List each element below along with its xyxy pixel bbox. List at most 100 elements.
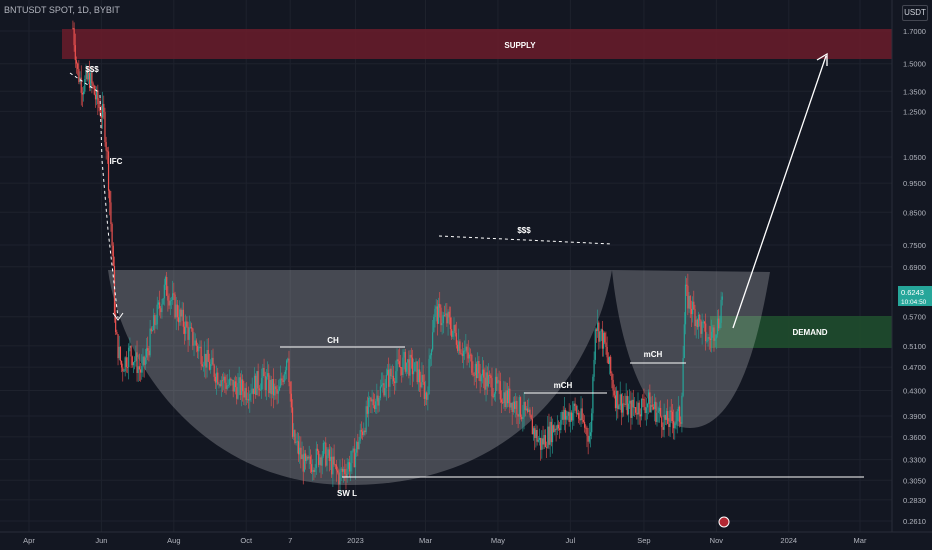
candle-down — [664, 415, 666, 420]
candle-up — [695, 319, 697, 327]
candle-down — [623, 403, 625, 405]
candle-up — [676, 411, 678, 422]
candle-up — [477, 360, 479, 379]
candle-down — [160, 308, 162, 313]
candle-up — [566, 415, 568, 420]
candle-up — [658, 408, 660, 412]
candle-down — [635, 407, 637, 413]
liquidity-line-mid — [438, 235, 613, 245]
candle-down — [73, 28, 75, 46]
candle-down — [320, 457, 322, 466]
candle-down — [154, 315, 156, 325]
candle-up — [424, 392, 427, 399]
candle-up — [556, 424, 558, 430]
candle-down — [302, 454, 304, 472]
candle-down — [502, 402, 504, 404]
candle-down — [201, 364, 203, 366]
candle-down — [530, 415, 532, 419]
candle-down — [294, 430, 296, 443]
time-axis[interactable]: Apr Jun Aug Oct 7 2023 Mar May Jul Sep Nov 2024 Mar — [23, 536, 867, 545]
candle-up — [185, 321, 187, 334]
candle-up — [528, 409, 530, 413]
candle-down — [399, 367, 402, 368]
candle-up — [223, 376, 225, 381]
candle-down — [578, 413, 580, 419]
price-tick-label: 0.3050 — [903, 476, 926, 485]
ifc-dashed-path — [99, 94, 119, 319]
candle-down — [638, 402, 640, 415]
candle-up — [432, 332, 434, 350]
candle-down — [252, 388, 254, 394]
candle-up — [124, 357, 126, 372]
candle-up — [287, 358, 289, 361]
candle-up — [269, 379, 271, 394]
candle-up — [701, 321, 703, 334]
candle-down — [236, 387, 238, 399]
candle-down — [436, 306, 438, 324]
candle-down — [455, 332, 457, 345]
candle-down — [397, 359, 399, 362]
candle-up — [83, 91, 85, 95]
candle-up — [332, 456, 334, 475]
candle-down — [263, 367, 265, 377]
candle-down — [168, 300, 170, 306]
candle-down — [689, 295, 691, 309]
candle-up — [246, 399, 249, 401]
candle-down — [661, 416, 663, 428]
candle-up — [481, 369, 484, 376]
candle-down — [207, 349, 209, 362]
candle-up — [327, 449, 329, 456]
candle-down — [272, 379, 275, 396]
candle-up — [523, 401, 525, 418]
candle-down — [120, 361, 123, 368]
candle-down — [678, 406, 681, 423]
candle-up — [441, 323, 443, 326]
candle-up — [494, 376, 497, 394]
candle-down — [225, 382, 227, 389]
candle-up — [274, 386, 276, 396]
candle-up — [445, 313, 447, 316]
candle-up — [682, 358, 684, 396]
candle-down — [693, 301, 695, 309]
candle-down — [131, 356, 133, 366]
candle-down — [454, 325, 456, 333]
price-axis[interactable]: 1.7000 1.5000 1.3500 1.2500 1.0500 0.9500 0.85… — [903, 27, 926, 526]
candle-down — [553, 425, 555, 432]
price-tick-label: 1.0500 — [903, 153, 926, 162]
candle-up — [227, 384, 230, 386]
demand-zone — [710, 316, 892, 348]
candle-up — [640, 398, 643, 417]
candle-up — [560, 420, 562, 431]
candle-down — [357, 442, 359, 450]
candle-up — [253, 375, 256, 394]
candle-down — [337, 470, 339, 473]
candle-down — [100, 115, 103, 118]
candle-down — [548, 426, 550, 445]
candle-up — [593, 359, 595, 377]
candle-up — [563, 409, 566, 420]
candle-up — [619, 394, 621, 406]
candle-down — [183, 326, 186, 334]
time-tick-label: Apr — [23, 536, 35, 545]
candle-down — [191, 327, 193, 329]
candle-down — [177, 317, 180, 323]
candle-down — [180, 309, 182, 317]
price-tick-label: 0.4700 — [903, 363, 926, 372]
currency-unit-badge[interactable]: USDT — [902, 5, 928, 21]
candle-down — [408, 359, 410, 376]
candle-up — [561, 412, 563, 421]
candle-up — [435, 306, 437, 309]
candle-down — [167, 295, 169, 301]
price-tick-label: 0.3300 — [903, 456, 926, 465]
candle-up — [674, 423, 676, 429]
candle-down — [258, 388, 260, 391]
time-tick-label: Jul — [566, 536, 576, 545]
candle-down — [394, 381, 396, 384]
candle-up — [648, 392, 650, 404]
demand-label: DEMAND — [792, 328, 827, 337]
event-marker-icon[interactable] — [718, 516, 730, 528]
candle-down — [700, 320, 702, 334]
candle-down — [373, 405, 376, 410]
candle-up — [244, 387, 246, 398]
